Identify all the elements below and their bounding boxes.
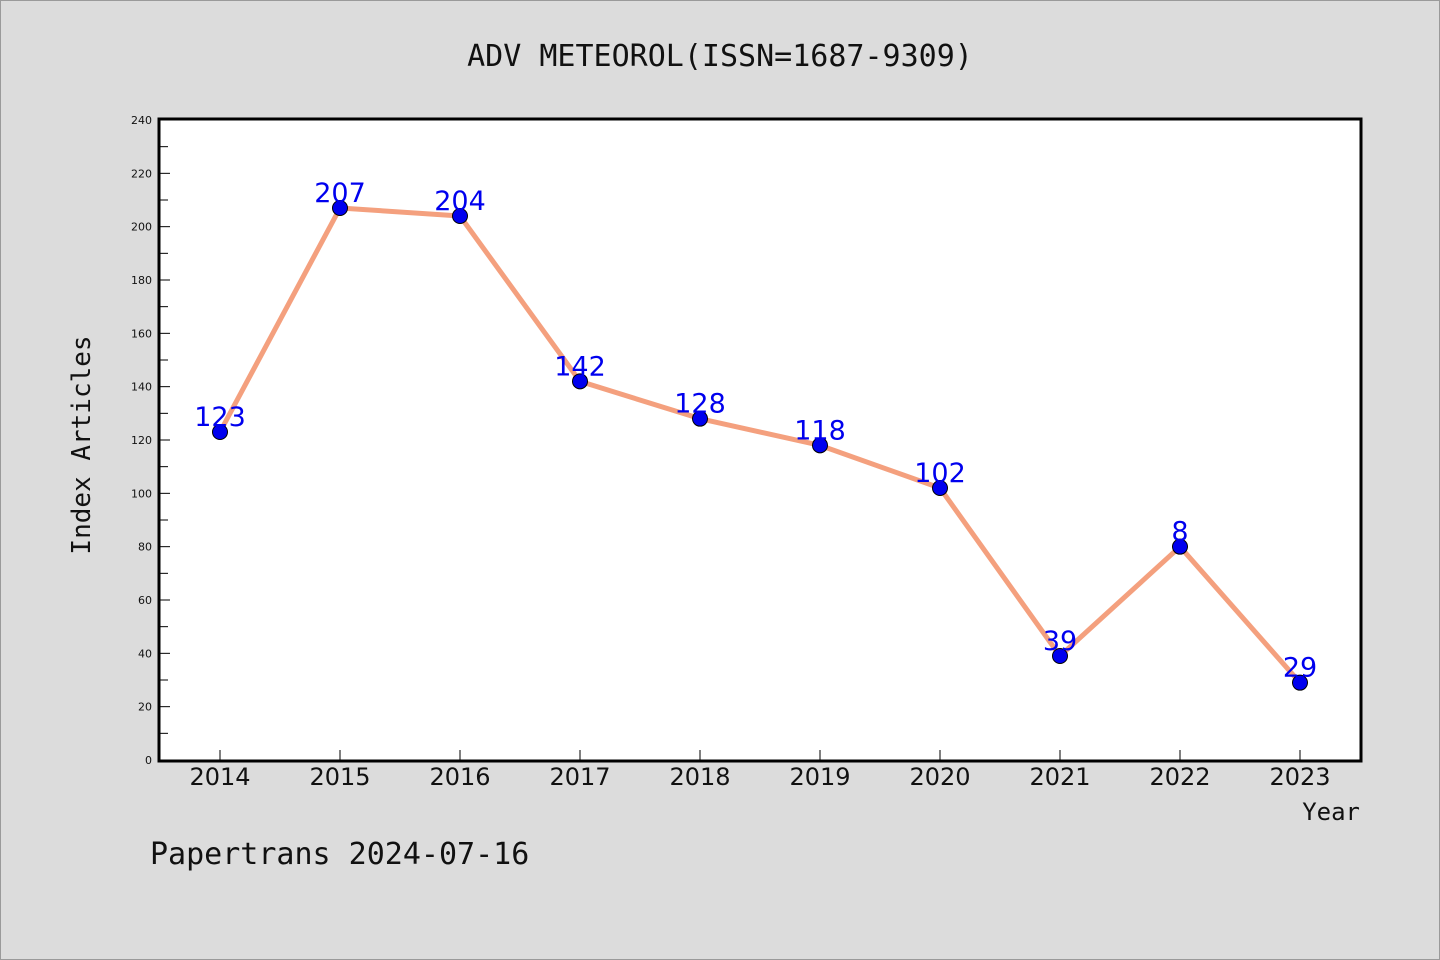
y-axis: 0 20 40 60 80 100 120 140 160 180 200 220 240 <box>131 114 170 767</box>
y-tick-label: 220 <box>131 167 152 180</box>
data-label: 118 <box>794 415 846 446</box>
data-point <box>572 373 588 390</box>
y-tick-label: 100 <box>131 487 152 500</box>
x-tick-label: 2015 <box>309 763 370 791</box>
plot-area <box>157 117 1363 763</box>
data-labels: 123 207 204 142 128 118 102 39 8 29 <box>194 178 1317 684</box>
x-tick-label: 2017 <box>549 763 610 791</box>
y-tick-label: 240 <box>131 114 152 127</box>
data-point <box>932 480 948 496</box>
series-index-articles <box>212 200 1308 691</box>
x-tick-label: 2016 <box>429 763 490 791</box>
data-point <box>212 424 228 440</box>
data-point <box>1172 538 1188 555</box>
y-tick-label: 80 <box>138 541 152 554</box>
data-point <box>692 410 708 427</box>
y-tick-label: 40 <box>138 647 152 660</box>
data-label: 207 <box>314 178 366 209</box>
data-point <box>1052 648 1068 664</box>
x-tick-label: 2020 <box>909 763 970 791</box>
x-tick-label: 2022 <box>1149 763 1210 791</box>
footer-credit: Papertrans 2024-07-16 <box>150 837 529 872</box>
y-tick-label: 140 <box>131 381 152 394</box>
y-axis-title: Index Articles <box>67 335 97 554</box>
data-point <box>452 208 468 224</box>
y-tick-label: 200 <box>131 221 152 234</box>
y-tick-label: 20 <box>138 701 152 714</box>
series-line <box>217 205 1302 685</box>
data-point <box>1292 674 1308 691</box>
x-tick-label: 2019 <box>789 763 850 791</box>
data-label: 102 <box>914 458 966 489</box>
data-label: 204 <box>434 186 486 217</box>
chart-title: ADV METEOROL(ISSN=1687-9309) <box>467 39 973 74</box>
data-label: 142 <box>554 351 606 382</box>
x-tick-label: 2023 <box>1269 763 1330 791</box>
y-tick-label: 180 <box>131 274 152 287</box>
y-tick-label: 60 <box>138 594 152 607</box>
data-label: 123 <box>194 402 246 433</box>
data-label: 8 <box>1171 517 1188 548</box>
y-tick-label: 0 <box>145 754 152 767</box>
x-tick-label: 2018 <box>669 763 730 791</box>
data-point <box>332 200 348 216</box>
data-label: 39 <box>1043 626 1077 657</box>
y-tick-label: 160 <box>131 327 152 340</box>
x-tick-label: 2014 <box>189 763 250 791</box>
data-label: 128 <box>674 389 726 420</box>
x-tick-label: 2021 <box>1029 763 1090 791</box>
x-axis-title: Year <box>1302 798 1360 826</box>
x-axis: 2014 2015 2016 2017 2018 2019 2020 2021 2022 2023 <box>189 750 1331 791</box>
data-label: 29 <box>1283 653 1317 684</box>
y-tick-label: 120 <box>131 434 152 447</box>
data-point <box>812 437 828 454</box>
